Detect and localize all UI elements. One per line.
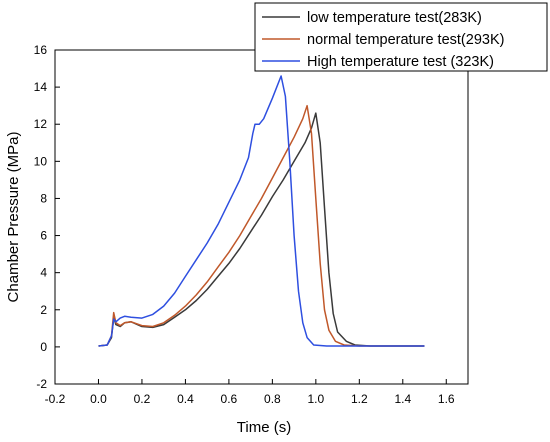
- series-layer: [98, 75, 425, 347]
- legend-label-1: low temperature test(283K): [307, 10, 482, 26]
- x-tick-label: -0.2: [45, 392, 66, 406]
- series-line-1: [98, 112, 425, 347]
- legend-box: [254, 2, 548, 72]
- x-axis: -0.2 0.0 0.2 0.4 0.6 0.8 1.0 1.2 1.4 1.6: [45, 379, 455, 406]
- x-tick-label: 1.0: [307, 392, 324, 406]
- legend-label-3: High temperature test (323K): [307, 54, 494, 70]
- legend: low temperature test(283K) normal tempera…: [254, 2, 548, 72]
- y-tick-label: 0: [40, 340, 47, 354]
- y-tick-label: 4: [40, 266, 47, 280]
- y-tick-label: 2: [40, 303, 47, 317]
- y-tick-label: 6: [40, 229, 47, 243]
- series-line-3: [98, 75, 425, 347]
- x-tick-label: 1.4: [394, 392, 411, 406]
- x-tick-label: 0.2: [134, 392, 151, 406]
- x-axis-label: Time (s): [237, 419, 291, 436]
- x-tick-label: 0.4: [177, 392, 194, 406]
- x-tick-label: 1.6: [438, 392, 455, 406]
- x-tick-label: 1.2: [351, 392, 368, 406]
- legend-label-2: normal temperature test(293K): [307, 32, 504, 48]
- y-tick-label: 10: [34, 154, 48, 168]
- series-line-2: [98, 104, 425, 347]
- x-tick-label: 0.6: [221, 392, 238, 406]
- y-axis: -2 0 2 4 6 8 10 12 14 16: [34, 43, 60, 391]
- y-tick-label: 8: [40, 191, 47, 205]
- y-tick-label: 14: [34, 80, 48, 94]
- y-axis-label: Chamber Pressure (MPa): [5, 132, 22, 303]
- plot-frame: [54, 49, 469, 385]
- y-tick-label: 12: [34, 117, 48, 131]
- x-tick-label: 0.0: [90, 392, 107, 406]
- x-tick-label: 0.8: [264, 392, 281, 406]
- y-tick-label: -2: [36, 377, 47, 391]
- y-tick-label: 16: [34, 43, 48, 57]
